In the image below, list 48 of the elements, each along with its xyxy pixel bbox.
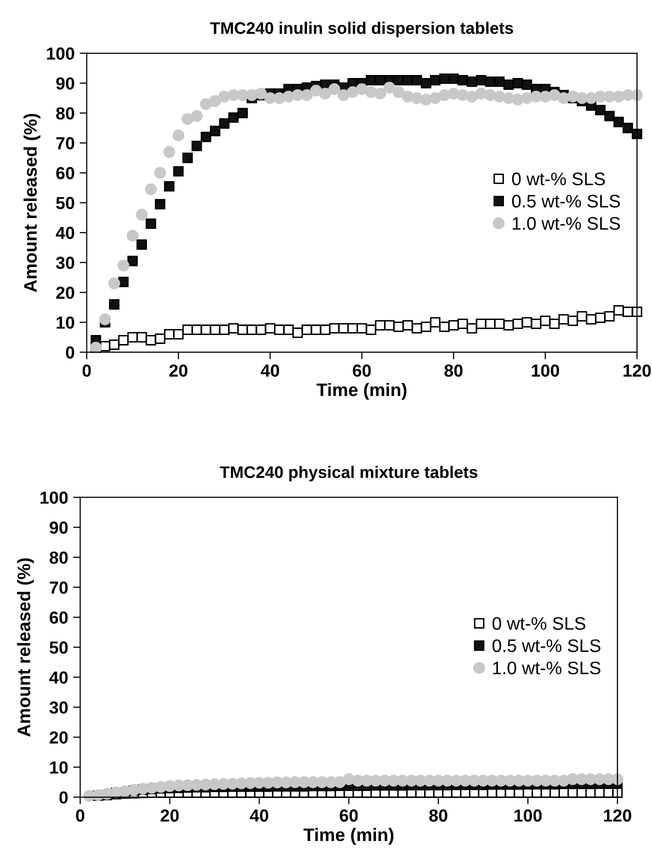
x-tick-label: 0 [82,364,91,377]
x-axis-title: Time (min) [304,828,394,845]
x-axis-title: Time (min) [316,382,406,400]
legend-label: 0.5 wt-% SLS [492,639,600,652]
y-tick-label: 10 [56,316,74,329]
y-tick-label: 60 [56,167,74,180]
y-tick-label: 50 [50,641,68,654]
x-tick-label: 20 [169,364,188,377]
y-tick-label: 70 [50,581,68,594]
y-tick-label: 100 [40,492,68,504]
x-tick-label: 80 [444,364,463,377]
y-tick-label: 0 [59,791,68,804]
chart-title: TMC240 inulin solid dispersion tablets [210,22,514,38]
x-tick-label: 20 [160,809,179,822]
legend-label: 0.5 wt-% SLS [512,194,620,208]
y-tick-label: 40 [56,226,74,240]
x-tick-label: 40 [250,809,268,822]
legend-label: 0 wt-% SLS [512,172,605,186]
legend-label: 0 wt-% SLS [492,617,586,630]
y-tick-label: 100 [47,47,74,60]
y-tick-label: 0 [66,346,74,359]
x-tick-label: 100 [532,364,560,377]
chart-title: TMC240 physical mixture tablets [220,466,478,482]
x-tick-label: 80 [429,809,448,822]
y-tick-label: 70 [56,137,74,150]
y-tick-label: 20 [56,286,74,299]
y-tick-label: 40 [49,671,68,684]
x-tick-label: 120 [604,809,632,822]
x-tick-label: 120 [624,364,651,377]
x-tick-label: 0 [76,809,84,822]
legend-label: 1.0 wt-% SLS [493,662,600,674]
y-tick-label: 20 [50,731,68,744]
y-tick-label: 10 [50,761,68,774]
x-tick-label: 60 [340,809,358,822]
y-axis-title: Amount released (%) [24,114,40,292]
x-tick-label: 60 [352,364,371,377]
y-tick-label: 80 [50,551,68,564]
y-tick-label: 50 [56,196,74,210]
y-tick-label: 60 [50,611,68,624]
y-tick-label: 90 [50,522,68,534]
x-tick-label: 100 [514,809,542,822]
y-tick-label: 30 [56,256,74,269]
y-tick-label: 90 [56,77,74,90]
y-axis-title: Amount released (%) [17,558,34,737]
legend-label: 1.0 wt-% SLS [512,217,620,230]
y-tick-label: 80 [56,107,74,120]
x-tick-label: 40 [260,364,280,377]
y-tick-label: 30 [49,701,68,714]
